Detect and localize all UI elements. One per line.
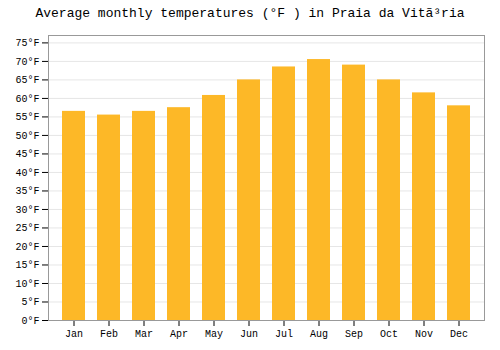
svg-text:Jan: Jan xyxy=(65,329,83,340)
svg-text:Aug: Aug xyxy=(310,329,328,340)
svg-text:Jun: Jun xyxy=(240,329,258,340)
svg-text:30°F: 30°F xyxy=(15,205,39,216)
svg-text:Mar: Mar xyxy=(135,329,153,340)
svg-text:15°F: 15°F xyxy=(15,260,39,271)
svg-text:Oct: Oct xyxy=(380,329,398,340)
html-text:Average monthly temperatures (: Average monthly temperatures (°F ) in Pr… xyxy=(35,6,465,21)
svg-text:May: May xyxy=(205,329,223,340)
svg-text:10°F: 10°F xyxy=(15,279,39,290)
svg-text:Sep: Sep xyxy=(345,329,363,340)
svg-text:40°F: 40°F xyxy=(15,168,39,179)
svg-text:20°F: 20°F xyxy=(15,242,39,253)
svg-text:Nov: Nov xyxy=(415,329,433,340)
svg-text:45°F: 45°F xyxy=(15,149,39,160)
svg-text:35°F: 35°F xyxy=(15,186,39,197)
svg-text:5°F: 5°F xyxy=(21,297,39,308)
svg-text:65°F: 65°F xyxy=(15,75,39,86)
svg-text:70°F: 70°F xyxy=(15,57,39,68)
svg-text:55°F: 55°F xyxy=(15,112,39,123)
svg-text:75°F: 75°F xyxy=(15,38,39,49)
svg-text:Feb: Feb xyxy=(100,329,118,340)
svg-text:Apr: Apr xyxy=(170,329,188,340)
svg-text:Jul: Jul xyxy=(275,329,293,340)
svg-text:0°F: 0°F xyxy=(21,316,39,327)
svg-text:Dec: Dec xyxy=(450,329,468,340)
svg-text:50°F: 50°F xyxy=(15,131,39,142)
svg-text:60°F: 60°F xyxy=(15,94,39,105)
svg-text:25°F: 25°F xyxy=(15,223,39,234)
